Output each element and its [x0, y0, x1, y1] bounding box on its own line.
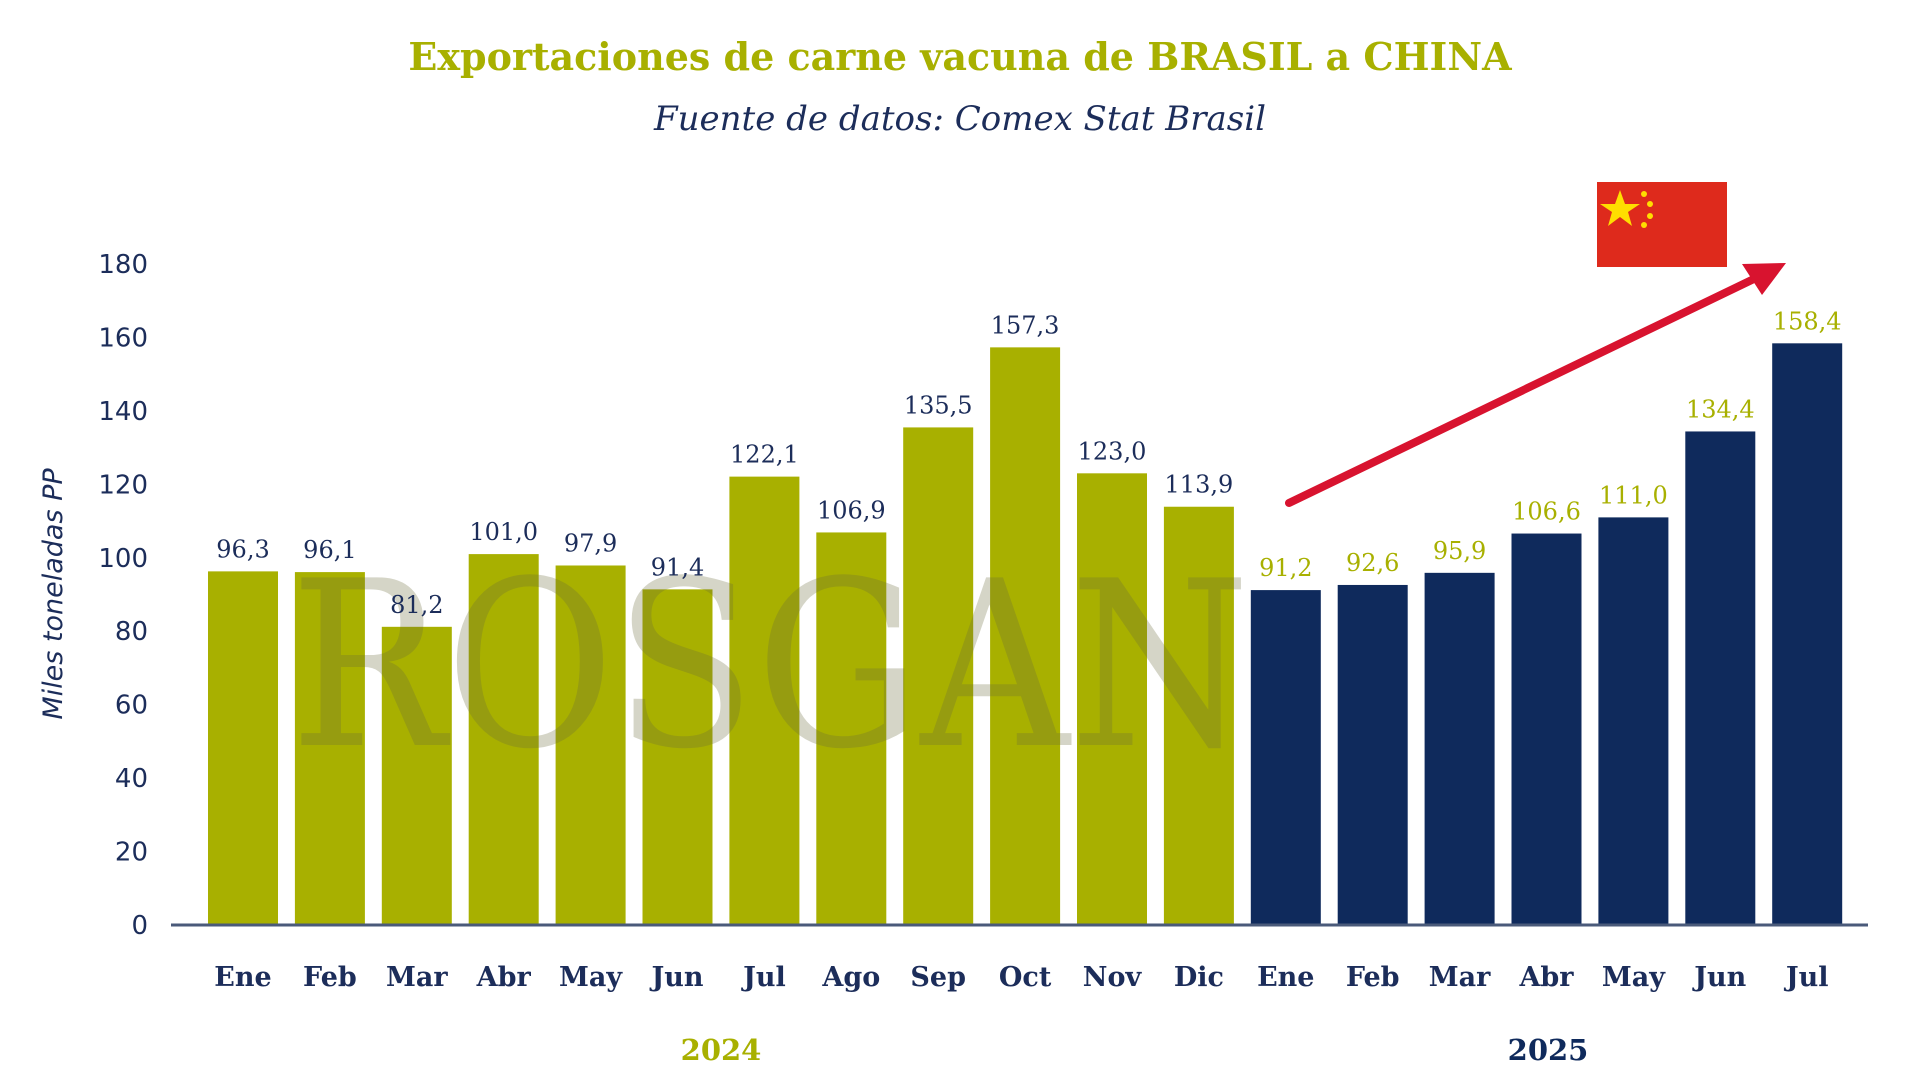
y-tick-label: 20 — [115, 838, 148, 868]
y-tick-label: 140 — [98, 397, 148, 427]
bar-2025-feb — [1337, 584, 1408, 925]
bar-2024-dic — [1163, 506, 1234, 925]
data-label: 106,9 — [817, 496, 886, 524]
data-label: 123,0 — [1078, 437, 1147, 465]
bar-2025-abr — [1511, 533, 1582, 925]
x-tick-label: Ene — [214, 962, 271, 993]
y-tick-label: 80 — [115, 617, 148, 647]
year-label-2025: 2025 — [1508, 1033, 1589, 1067]
bar-2025-may — [1598, 517, 1669, 925]
y-tick-label: 40 — [115, 764, 148, 794]
x-tick-label: May — [559, 962, 623, 993]
data-label: 106,6 — [1512, 498, 1581, 526]
x-tick-label: Dic — [1174, 962, 1224, 993]
y-tick-label: 100 — [98, 544, 148, 574]
data-label: 158,4 — [1773, 307, 1842, 335]
bar-2024-ago — [816, 532, 887, 925]
data-label: 96,1 — [303, 536, 356, 564]
watermark-text: ROSGAN — [290, 533, 1250, 800]
x-tick-label: Mar — [1429, 962, 1491, 993]
x-tick-label: Ene — [1257, 962, 1314, 993]
trend-arrow-icon — [1285, 263, 1786, 507]
chart-title: Exportaciones de carne vacuna de BRASIL … — [408, 34, 1512, 79]
y-tick-label: 120 — [98, 470, 148, 500]
bar-2024-jul — [729, 476, 800, 925]
year-label-2024: 2024 — [681, 1033, 762, 1067]
x-tick-label: Jun — [649, 962, 703, 993]
x-tick-label: Mar — [386, 962, 448, 993]
y-tick-label: 0 — [131, 911, 148, 941]
bar-2025-mar — [1424, 572, 1495, 925]
bar-2024-may — [555, 565, 626, 925]
x-tick-label: Abr — [1518, 962, 1574, 993]
data-label: 96,3 — [216, 535, 269, 563]
data-label: 97,9 — [564, 529, 617, 557]
data-label: 113,9 — [1165, 471, 1234, 499]
bar-2024-oct — [990, 347, 1061, 925]
x-tick-label: Oct — [999, 962, 1052, 993]
bar-2025-jul — [1772, 343, 1843, 925]
data-label: 92,6 — [1346, 549, 1399, 577]
x-tick-label: May — [1602, 962, 1666, 993]
bar-2024-mar — [381, 626, 452, 925]
x-tick-label: Nov — [1083, 962, 1143, 993]
data-label: 122,1 — [730, 441, 799, 469]
y-tick-label: 160 — [98, 323, 148, 353]
x-tick-label: Feb — [303, 962, 357, 993]
x-tick-label: Ago — [821, 962, 880, 993]
y-tick-label: 60 — [115, 691, 148, 721]
chart-subtitle: Fuente de datos: Comex Stat Brasil — [653, 99, 1266, 139]
x-tick-label: Jul — [741, 962, 786, 993]
data-label: 101,0 — [469, 518, 538, 546]
x-tick-label: Sep — [910, 962, 966, 993]
x-tick-label: Feb — [1346, 962, 1400, 993]
data-label: 91,4 — [651, 553, 704, 581]
data-label: 157,3 — [991, 311, 1060, 339]
bar-2025-jun — [1685, 431, 1756, 925]
data-label: 95,9 — [1433, 537, 1486, 565]
data-label: 81,2 — [390, 591, 443, 619]
china-flag-icon — [1597, 182, 1727, 267]
bar-2024-feb — [294, 572, 365, 925]
bar-2024-jun — [642, 589, 713, 925]
bar-2024-ene — [208, 571, 278, 925]
bar-2024-nov — [1077, 473, 1147, 925]
data-label: 135,5 — [904, 391, 973, 419]
data-label: 134,4 — [1686, 395, 1755, 423]
y-tick-label: 180 — [98, 250, 148, 280]
bar-2024-abr — [468, 554, 539, 925]
x-tick-label: Jun — [1692, 962, 1746, 993]
data-label: 111,0 — [1599, 481, 1668, 509]
bar-2025-ene — [1250, 590, 1321, 925]
x-tick-label: Abr — [476, 962, 532, 993]
x-tick-label: Jul — [1784, 962, 1829, 993]
data-label: 91,2 — [1259, 554, 1312, 582]
bar-2024-sep — [903, 427, 974, 925]
y-axis-label: Miles toneladas PP — [38, 468, 69, 720]
